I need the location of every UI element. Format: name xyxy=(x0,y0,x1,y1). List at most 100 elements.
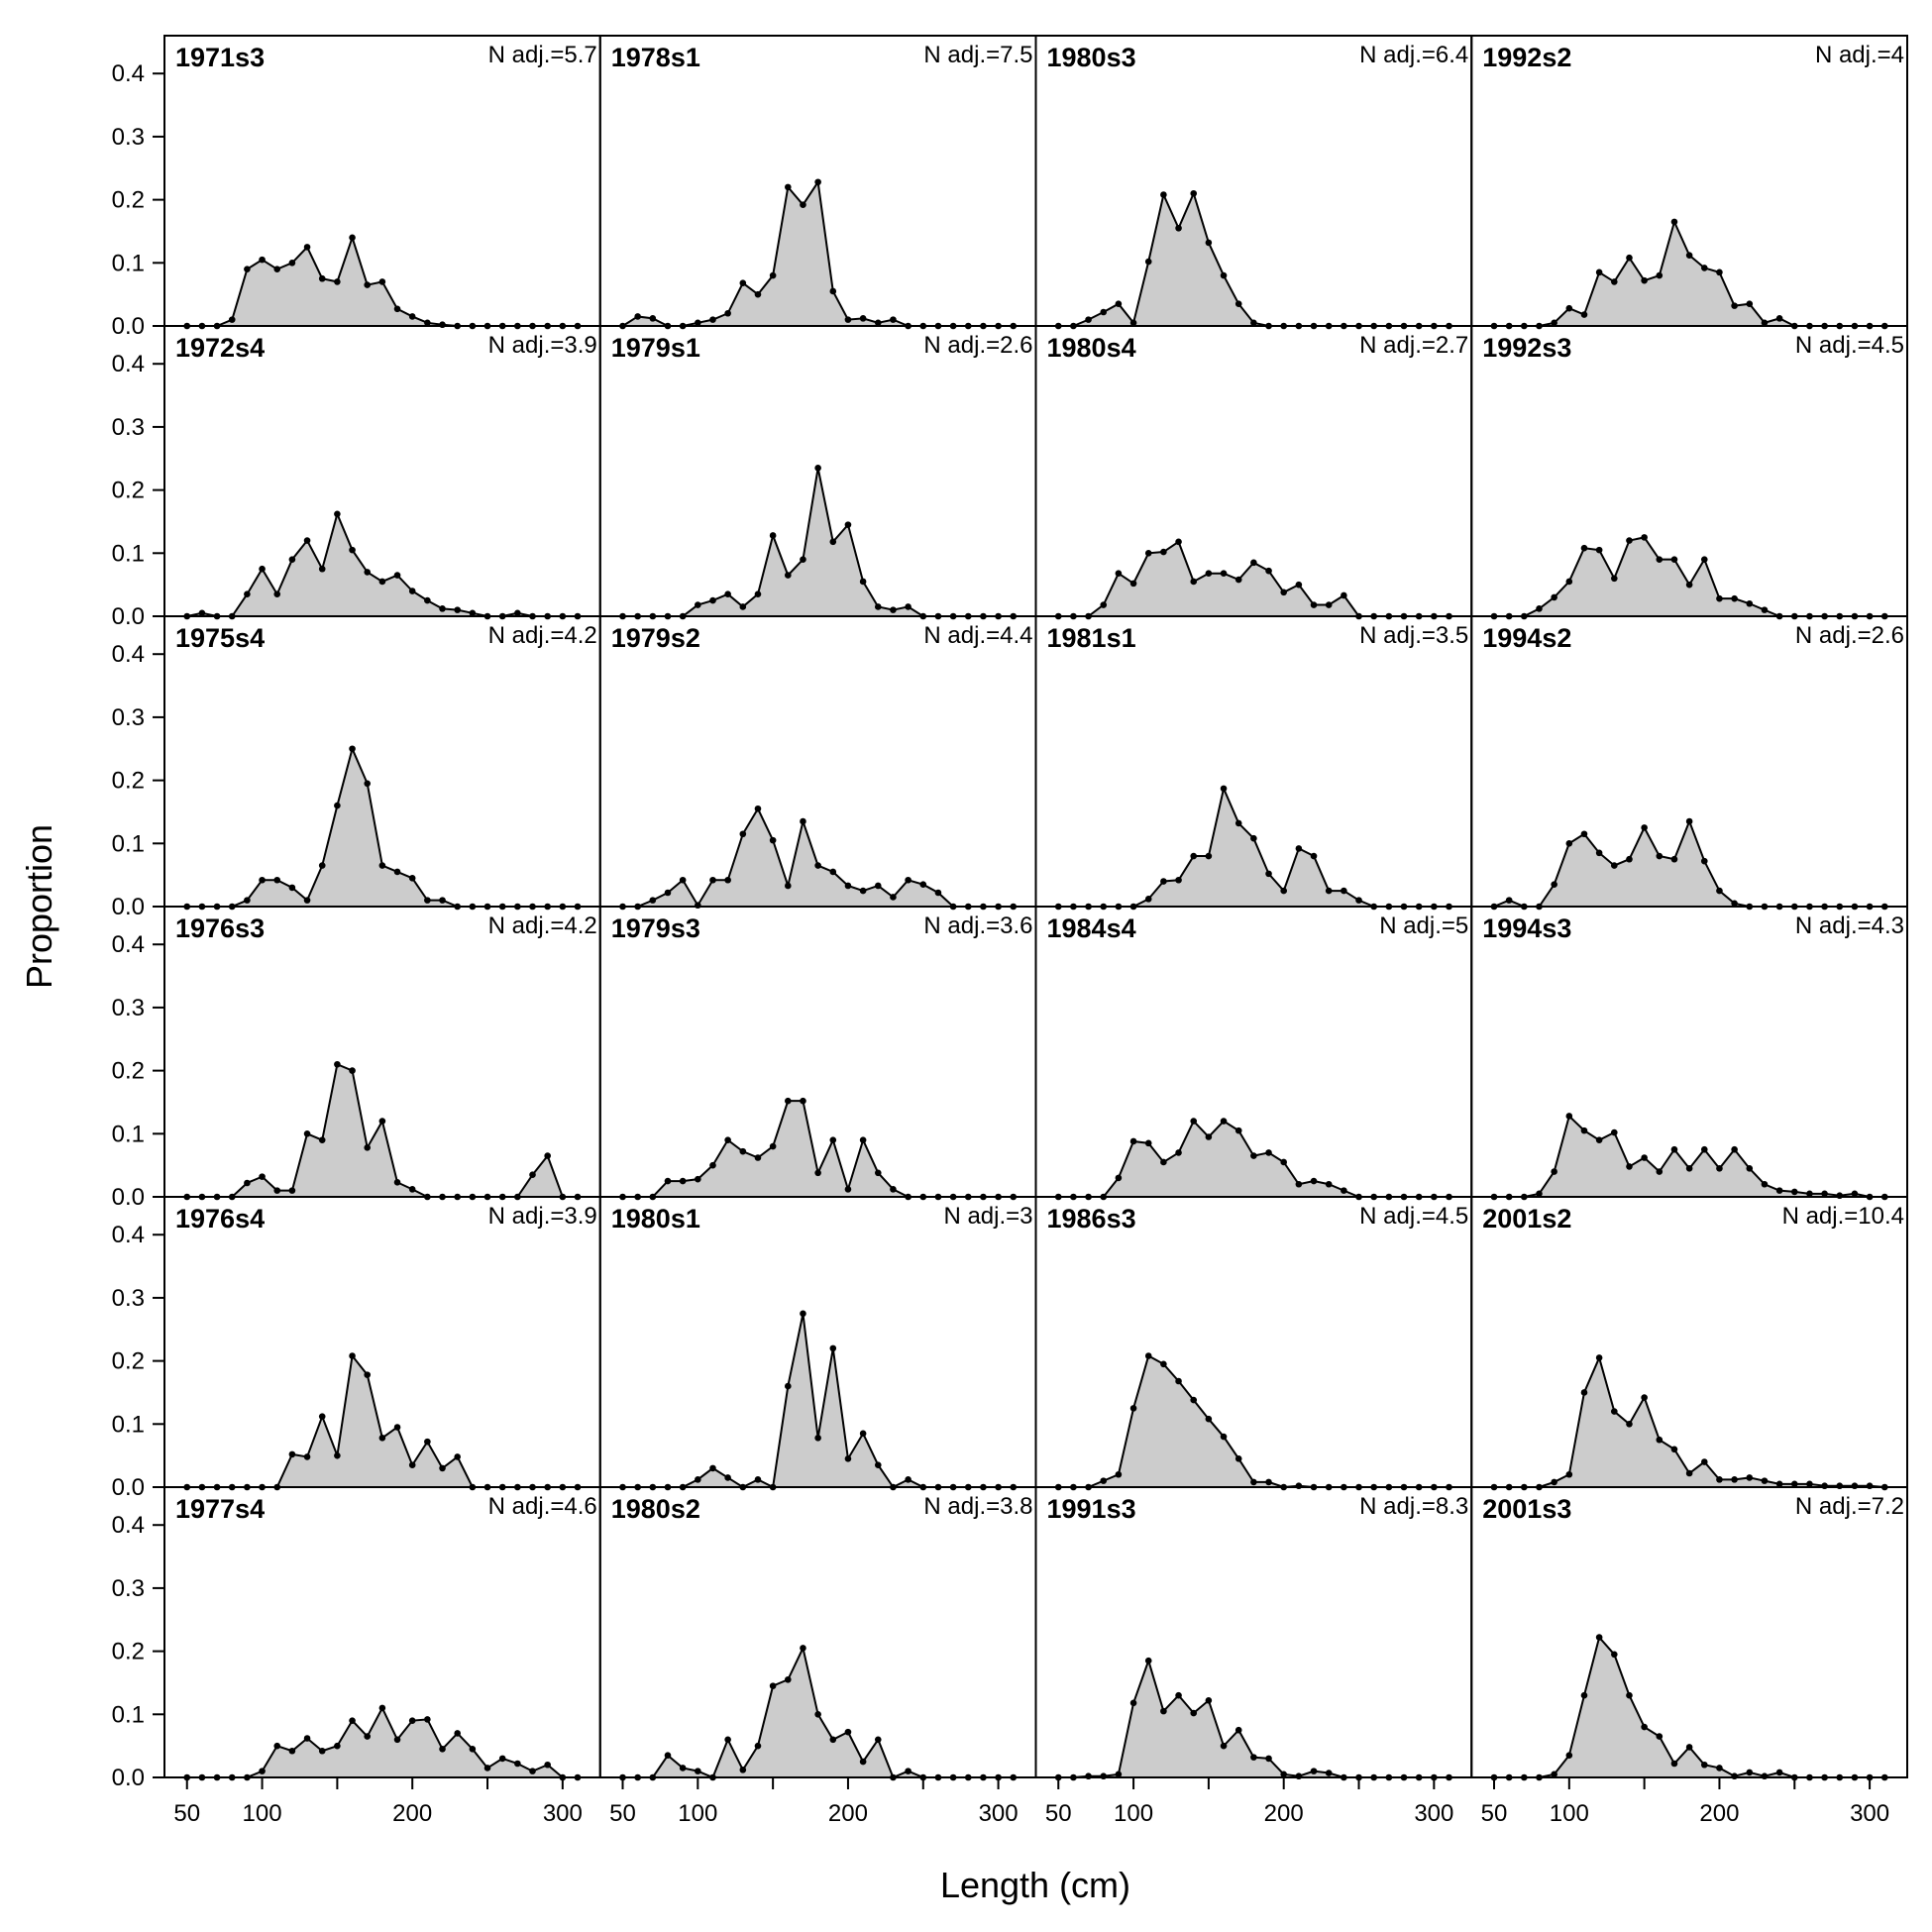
data-point xyxy=(1700,1145,1708,1153)
data-point xyxy=(1205,239,1213,247)
data-point xyxy=(1190,1118,1198,1125)
data-point xyxy=(1144,550,1152,557)
y-tick-label: 0.2 xyxy=(112,187,145,214)
data-point xyxy=(349,1067,356,1074)
data-point xyxy=(1731,302,1738,309)
data-point xyxy=(679,876,687,884)
data-point xyxy=(754,1154,762,1161)
data-point xyxy=(1234,300,1242,308)
data-point xyxy=(1821,1482,1828,1490)
data-point xyxy=(844,1186,852,1193)
panel-border xyxy=(1470,325,1908,617)
data-point xyxy=(1220,785,1228,793)
data-point xyxy=(1836,1482,1844,1490)
data-point xyxy=(288,884,296,892)
data-point xyxy=(303,1735,311,1742)
data-point xyxy=(529,1768,536,1774)
data-point xyxy=(829,1344,837,1352)
n-adj-label: N adj.=2.6 xyxy=(1795,622,1904,649)
n-adj-label: N adj.=4.3 xyxy=(1795,912,1904,939)
data-point xyxy=(303,897,311,904)
data-point xyxy=(1626,1691,1633,1699)
data-point xyxy=(1265,1478,1272,1486)
panel-label: 1994s2 xyxy=(1482,623,1571,653)
data-point xyxy=(1551,319,1557,327)
data-point xyxy=(303,1130,311,1137)
data-point xyxy=(259,1173,266,1180)
y-tick-label: 0.0 xyxy=(112,313,145,340)
panel-border xyxy=(1470,1486,1908,1778)
x-tick-label: 200 xyxy=(1264,1800,1304,1827)
data-point xyxy=(273,590,281,598)
data-point xyxy=(1851,1482,1859,1490)
panels-layer: 1971s3 N adj.=5.7 1972s4 N adj.=3.9 1975s4 N … xyxy=(163,35,1908,1781)
data-point xyxy=(649,897,657,904)
data-point xyxy=(1611,1408,1618,1415)
data-point xyxy=(1310,852,1318,860)
panel-label: 1981s1 xyxy=(1047,623,1136,653)
data-point xyxy=(769,271,777,279)
data-point xyxy=(1341,887,1347,895)
panel-1980s3: 1980s3 N adj.=6.4 xyxy=(1034,35,1473,330)
series-area xyxy=(1058,1355,1449,1487)
axes-layer: 0.0 0.1 0.2 0.3 0.4 0.0 0.1 0.2 0.3 0.4 0.0 0.1 0.2 0… xyxy=(112,60,1889,1827)
n-adj-label: N adj.=6.4 xyxy=(1359,42,1468,68)
data-point xyxy=(814,1711,821,1718)
panel-label: 1976s4 xyxy=(175,1204,265,1234)
data-point xyxy=(318,1136,326,1143)
data-point xyxy=(1551,1478,1557,1486)
y-tick-label: 0.0 xyxy=(112,1765,145,1791)
data-point xyxy=(724,1136,731,1143)
panel-1979s2: 1979s2 N adj.=4.4 xyxy=(598,615,1037,911)
data-point xyxy=(1234,1726,1242,1734)
data-point xyxy=(424,1438,431,1446)
data-point xyxy=(785,572,792,579)
data-point xyxy=(1611,1651,1618,1659)
data-point xyxy=(874,1169,882,1177)
data-point xyxy=(1656,1733,1664,1740)
data-point xyxy=(1234,1455,1242,1462)
data-point xyxy=(393,1736,401,1744)
y-tick-label: 0.4 xyxy=(112,641,145,668)
data-point xyxy=(1641,1154,1648,1161)
data-point xyxy=(1325,1770,1333,1776)
x-tick-label: 200 xyxy=(828,1800,868,1827)
data-point xyxy=(364,281,372,288)
data-point xyxy=(1790,1188,1798,1196)
data-point xyxy=(890,606,897,613)
data-point xyxy=(1265,1755,1272,1763)
data-point xyxy=(1234,1127,1242,1134)
data-point xyxy=(1160,191,1167,198)
y-tick-label: 0.3 xyxy=(112,1575,145,1602)
data-point xyxy=(408,1461,416,1469)
data-point xyxy=(634,313,641,320)
data-point xyxy=(1100,1477,1108,1484)
panel-label: 1994s3 xyxy=(1482,913,1571,943)
data-point xyxy=(1806,1480,1813,1488)
data-point xyxy=(393,305,401,313)
data-point xyxy=(1205,852,1213,860)
data-point xyxy=(1205,1696,1213,1704)
data-point xyxy=(469,1746,477,1753)
data-point xyxy=(514,1760,521,1768)
data-point xyxy=(303,537,311,544)
data-point xyxy=(1536,1190,1543,1198)
data-point xyxy=(1626,254,1633,262)
data-point xyxy=(859,578,867,586)
data-point xyxy=(1295,1180,1303,1188)
data-point xyxy=(334,1742,341,1750)
data-point xyxy=(244,1179,251,1187)
data-point xyxy=(1580,830,1588,838)
data-point xyxy=(544,1152,551,1159)
series-area xyxy=(1058,193,1449,326)
data-point xyxy=(288,1187,296,1194)
data-point xyxy=(844,1455,852,1462)
panel-1972s4: 1972s4 N adj.=3.9 xyxy=(163,325,601,620)
data-point xyxy=(1806,1190,1813,1198)
x-tick-label: 100 xyxy=(678,1800,717,1827)
data-point xyxy=(514,609,521,617)
data-point xyxy=(1129,580,1137,588)
data-point xyxy=(829,868,837,876)
data-point xyxy=(1866,1482,1874,1490)
data-point xyxy=(454,606,461,613)
